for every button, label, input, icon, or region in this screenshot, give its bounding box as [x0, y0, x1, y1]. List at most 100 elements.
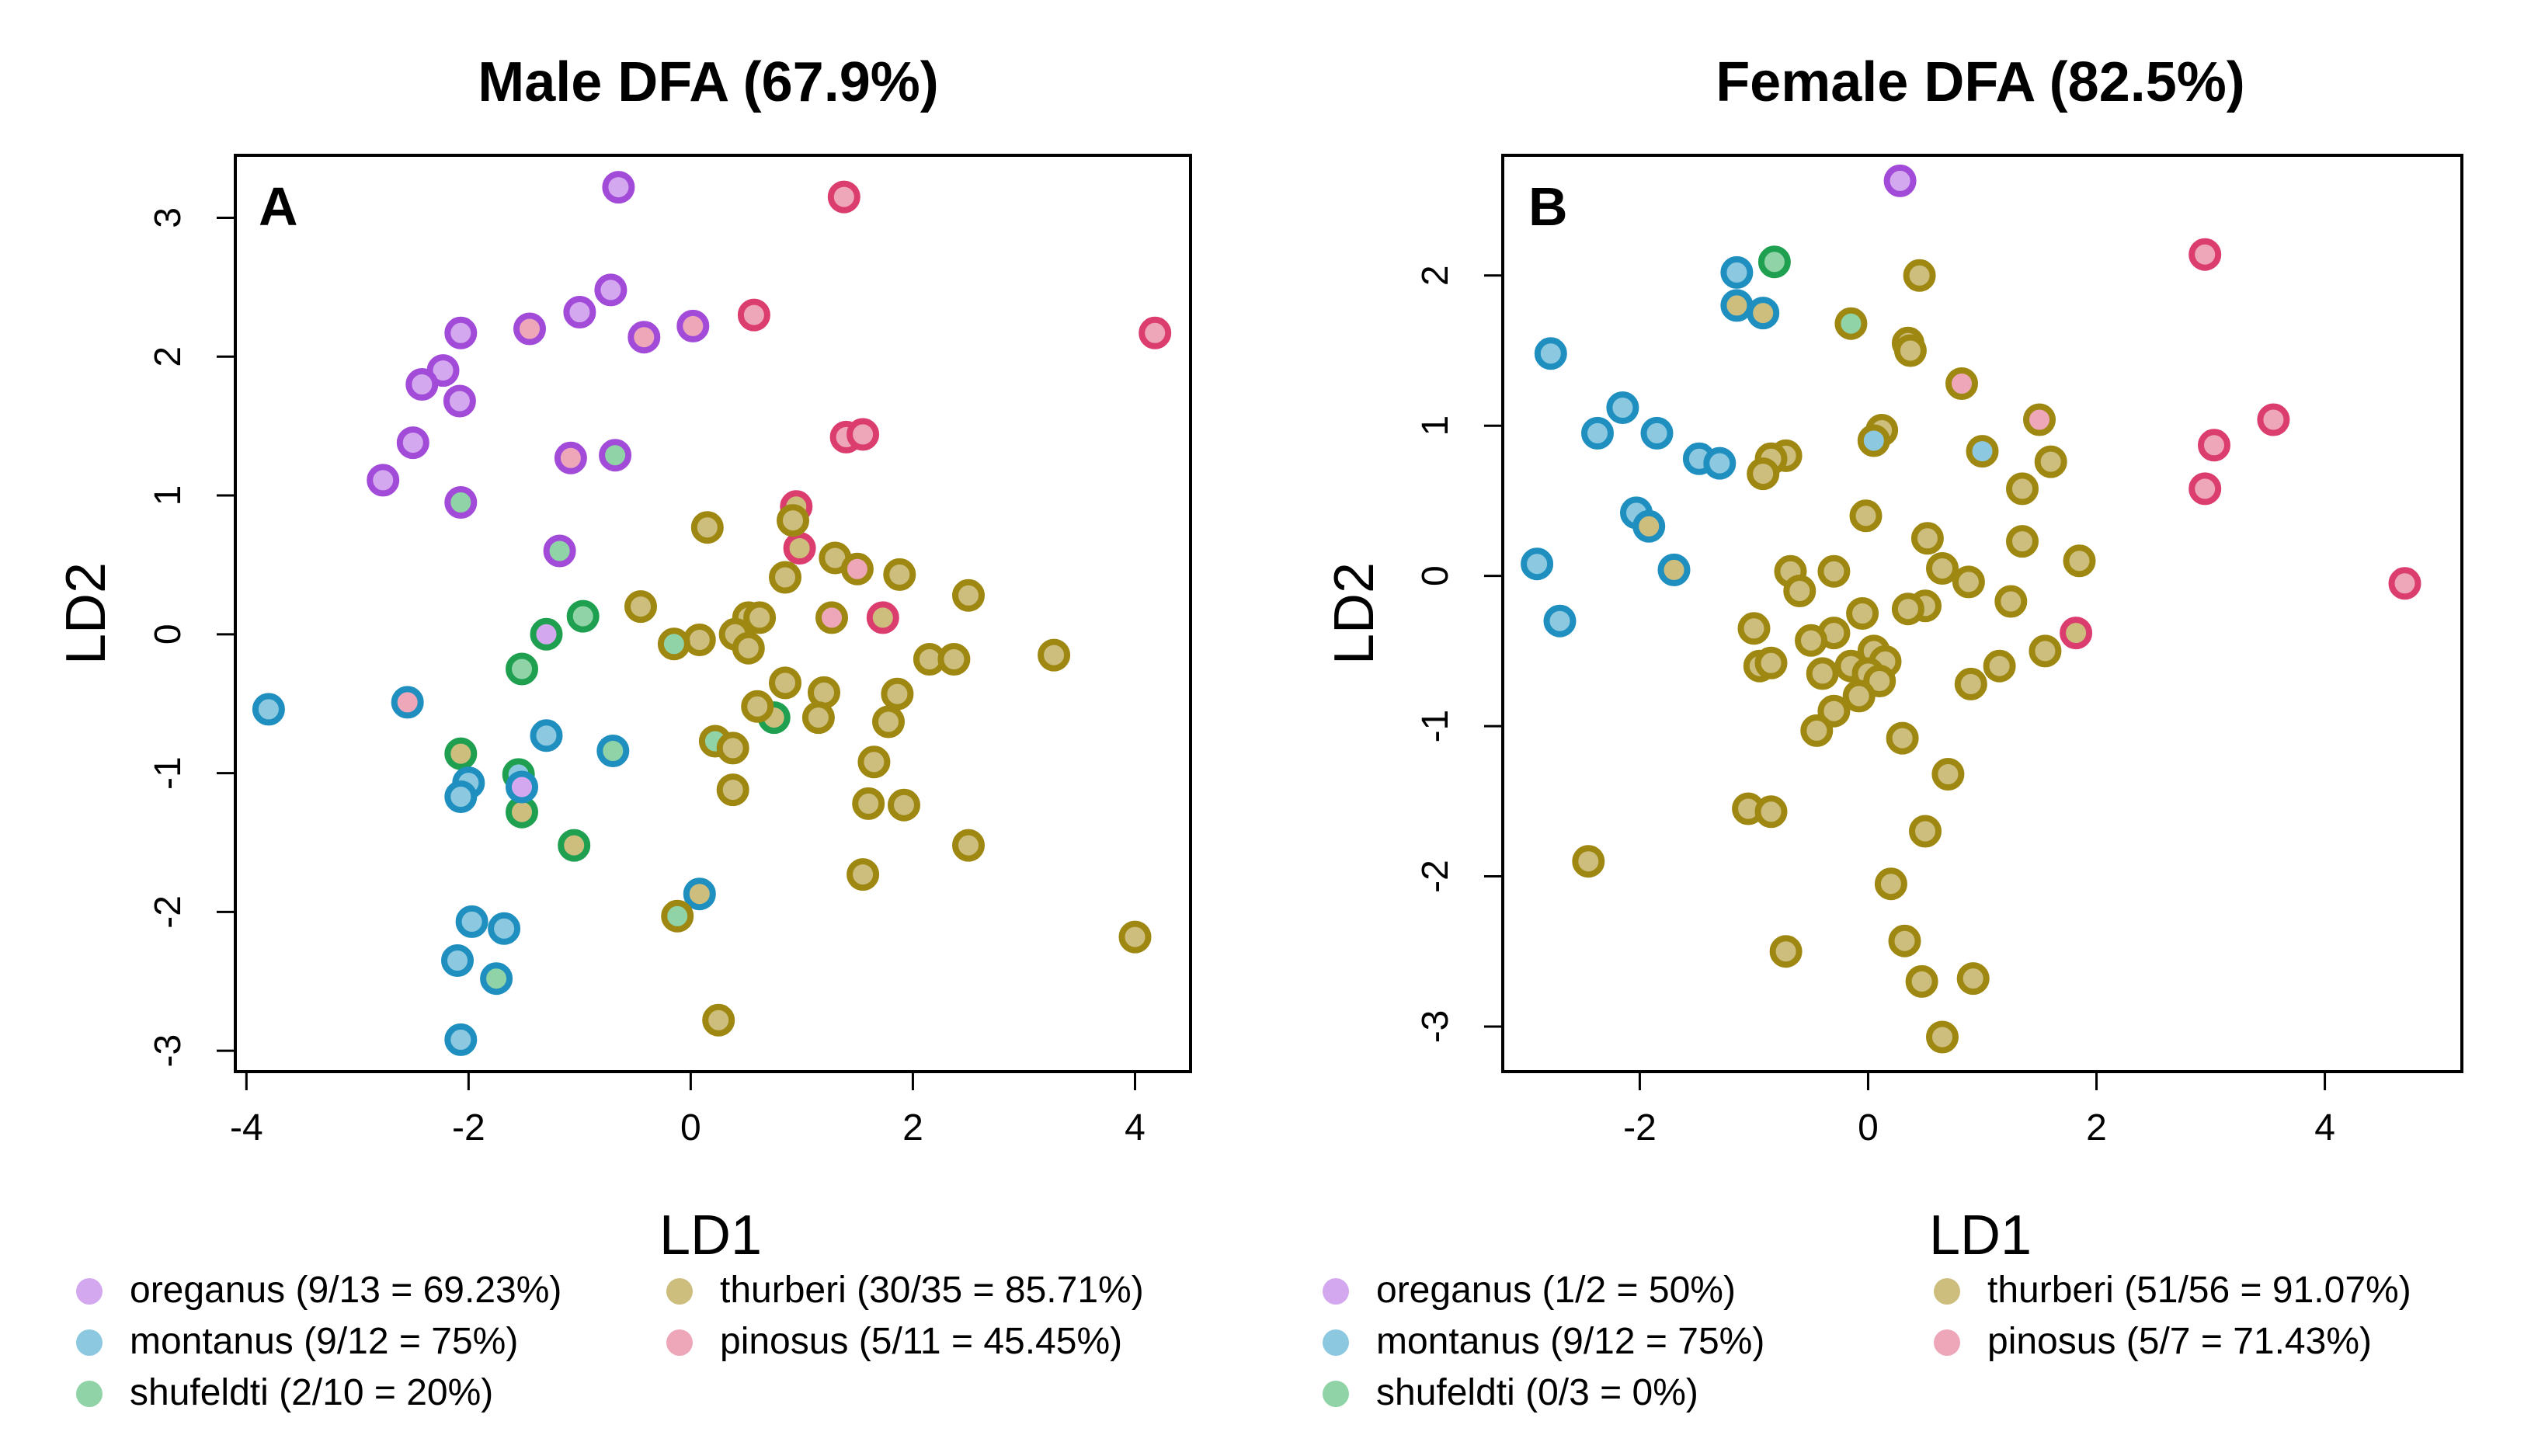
- data-point-thurberi: [1817, 694, 1851, 728]
- data-point-thurberi: [883, 558, 916, 591]
- data-point-thurberi: [1931, 758, 1965, 791]
- data-point-pinosus: [847, 418, 880, 451]
- data-point-montanus: [1720, 289, 1754, 322]
- data-point-thurberi: [1857, 424, 1890, 457]
- legend-entry: thurberi (30/35 = 85.71%): [666, 1270, 1144, 1311]
- data-point-thurberi: [2006, 472, 2039, 506]
- legend-label: oreganus (9/13 = 69.23%): [130, 1270, 561, 1311]
- x-tick-label: 2: [2086, 1107, 2107, 1148]
- data-point-thurberi: [769, 666, 801, 700]
- data-point-oreganus: [563, 296, 596, 328]
- data-point-oreganus: [599, 439, 632, 472]
- data-point-montanus: [1543, 604, 1577, 638]
- data-point-thurberi: [852, 787, 885, 820]
- x-tick-label: -2: [452, 1107, 485, 1148]
- legend-label: shufeldti (0/3 = 0%): [1376, 1372, 1698, 1413]
- data-point-thurberi: [743, 601, 777, 634]
- data-point-montanus: [441, 944, 474, 977]
- legend-swatch: [1934, 1329, 1960, 1356]
- y-tick-label: 0: [1415, 565, 1456, 586]
- data-point-shufeldti: [530, 617, 563, 651]
- data-point-thurberi: [952, 579, 985, 612]
- legend-label: pinosus (5/11 = 45.45%): [720, 1321, 1122, 1362]
- legend-entry: oreganus (1/2 = 50%): [1323, 1270, 1736, 1311]
- data-point-thurberi: [1956, 962, 1990, 996]
- legend-entry: montanus (9/12 = 75%): [1323, 1321, 1764, 1362]
- y-tick-label: 2: [1415, 265, 1456, 286]
- data-point-thurberi: [1118, 920, 1152, 954]
- legend-label: oreganus (1/2 = 50%): [1376, 1270, 1736, 1311]
- data-point-montanus: [391, 686, 424, 719]
- data-point-pinosus: [737, 298, 770, 332]
- data-point-thurberi: [1849, 499, 1883, 533]
- scatter-points: [1521, 164, 2421, 1054]
- x-axis-label: LD1: [659, 1204, 762, 1267]
- data-point-thurberi: [716, 773, 749, 807]
- data-point-thurberi: [1846, 597, 1879, 630]
- legend-label: montanus (9/12 = 75%): [1376, 1321, 1764, 1362]
- data-point-thurberi: [1747, 457, 1780, 491]
- data-point-thurberi: [1888, 924, 1921, 957]
- legend-label: montanus (9/12 = 75%): [130, 1321, 518, 1362]
- legend-label: pinosus (5/7 = 71.43%): [1987, 1321, 2372, 1362]
- data-point-thurberi: [1891, 592, 1924, 626]
- data-point-thurberi: [683, 624, 716, 656]
- y-tick-label: -1: [1415, 710, 1456, 743]
- data-point-montanus: [1581, 416, 1614, 450]
- legend-swatch: [1323, 1329, 1349, 1356]
- x-tick-label: 0: [680, 1107, 701, 1148]
- data-point-thurberi: [1905, 964, 1938, 998]
- y-tick-label: 2: [148, 346, 189, 367]
- data-point-oreganus: [602, 171, 635, 204]
- data-point-thurberi: [777, 504, 809, 537]
- legend-label: thurberi (30/35 = 85.71%): [720, 1270, 1144, 1311]
- data-point-thurberi: [702, 1003, 735, 1037]
- chart-title: Female DFA (82.5%): [1716, 51, 2245, 113]
- data-point-montanus: [1521, 547, 1554, 581]
- panel-label: B: [1528, 176, 1568, 237]
- y-axis-ticks: -3 -2 -1 0 1 2 3: [148, 207, 235, 1068]
- data-point-thurberi: [881, 677, 914, 711]
- data-point-thurberi: [769, 561, 801, 594]
- legend-swatch: [666, 1278, 693, 1305]
- y-axis-label: LD2: [1323, 562, 1385, 665]
- data-point-oreganus: [676, 309, 710, 342]
- data-point-montanus: [1640, 416, 1674, 450]
- legend-entry: pinosus (5/7 = 71.43%): [1934, 1321, 2372, 1362]
- data-point-pinosus: [2257, 403, 2290, 436]
- male-dfa-panel: Male DFA (67.9%) A -4 -2 0 2 4 -3 -2 -1 0 1 2 3 LD…: [55, 51, 1192, 1413]
- legend-swatch: [76, 1381, 103, 1407]
- data-point-thurberi: [690, 511, 724, 544]
- data-point-montanus: [683, 877, 716, 911]
- x-tick-label: -2: [1623, 1107, 1657, 1148]
- legend-entry: thurberi (51/56 = 91.07%): [1934, 1270, 2411, 1311]
- legend-entry: shufeldti (0/3 = 0%): [1323, 1372, 1698, 1413]
- data-point-thurberi: [1926, 552, 1959, 585]
- data-point-montanus: [506, 770, 538, 804]
- legend-label: thurberi (51/56 = 91.07%): [1987, 1270, 2411, 1311]
- y-tick-label: -3: [148, 1034, 189, 1068]
- data-point-thurberi: [1910, 522, 1944, 555]
- data-point-thurberi: [1909, 815, 1942, 848]
- data-point-montanus: [1632, 509, 1666, 543]
- legend-label: shufeldti (2/10 = 20%): [130, 1372, 493, 1413]
- data-point-thurberi: [1737, 612, 1771, 645]
- data-point-thurberi: [1863, 665, 1896, 697]
- data-point-thurberi: [1952, 565, 1985, 599]
- data-point-montanus: [596, 735, 630, 767]
- y-axis-ticks: -3 -2 -1 0 1 2: [1415, 265, 1503, 1043]
- data-point-thurberi: [1842, 679, 1876, 713]
- data-point-thurberi: [1038, 638, 1071, 672]
- legend-swatch: [666, 1329, 693, 1356]
- x-tick-label: 0: [1858, 1107, 1879, 1148]
- data-point-thurberi: [2034, 445, 2067, 478]
- y-tick-label: 1: [148, 485, 189, 506]
- data-point-montanus: [1606, 391, 1639, 424]
- data-point-thurberi: [815, 601, 848, 634]
- data-point-montanus: [480, 962, 513, 996]
- data-point-thurberi: [1966, 435, 1999, 468]
- data-point-thurberi: [1903, 259, 1936, 292]
- data-point-thurberi: [624, 590, 657, 624]
- x-tick-label: 4: [2314, 1107, 2335, 1148]
- legend-swatch: [1323, 1278, 1349, 1305]
